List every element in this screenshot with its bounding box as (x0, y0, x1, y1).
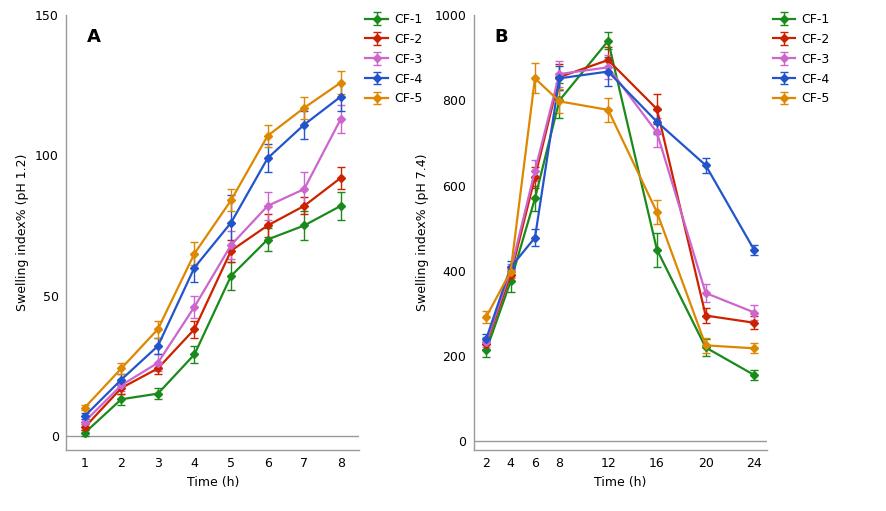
Y-axis label: Swelling index% (pH 7.4): Swelling index% (pH 7.4) (416, 154, 429, 311)
Legend: CF-1, CF-2, CF-3, CF-4, CF-5: CF-1, CF-2, CF-3, CF-4, CF-5 (773, 13, 830, 105)
Legend: CF-1, CF-2, CF-3, CF-4, CF-5: CF-1, CF-2, CF-3, CF-4, CF-5 (365, 13, 423, 105)
X-axis label: Time (h): Time (h) (595, 476, 647, 489)
Y-axis label: Swelling index% (pH 1.2): Swelling index% (pH 1.2) (16, 154, 29, 311)
Text: B: B (494, 29, 508, 47)
X-axis label: Time (h): Time (h) (187, 476, 239, 489)
Text: A: A (87, 29, 101, 47)
